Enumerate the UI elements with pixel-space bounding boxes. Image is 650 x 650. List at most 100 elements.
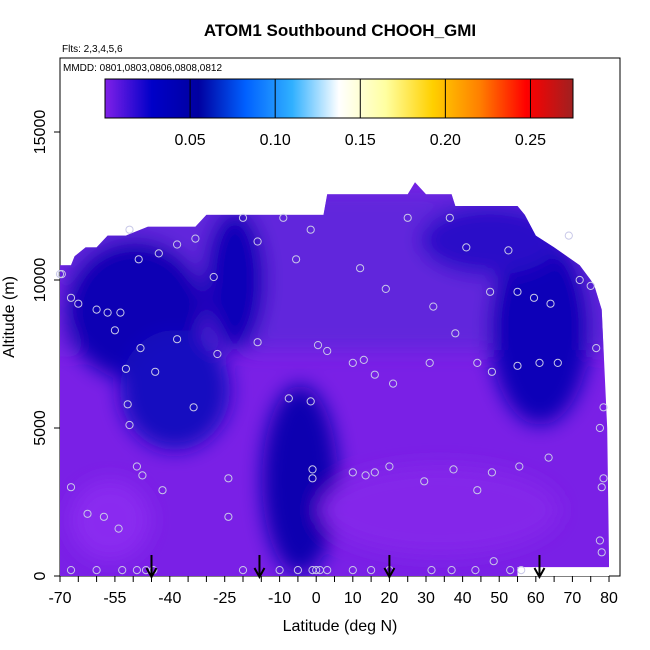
observation-point (293, 566, 302, 575)
observation-point (154, 249, 163, 258)
observation-point (103, 308, 112, 317)
x-axis: -70 -55 -40 -25 -10 0 10 20 30 40 50 60 70 80 (48, 576, 618, 607)
observation-point (356, 264, 365, 273)
observation-point (597, 483, 606, 492)
observation-point (66, 483, 76, 492)
observation-point (564, 231, 573, 240)
observation-point (449, 465, 458, 474)
observation-point (323, 346, 332, 356)
observation-point (348, 358, 357, 367)
observation-point (487, 367, 496, 376)
x-tick-label: -25 (213, 590, 236, 607)
x-tick-label: -40 (158, 590, 181, 607)
x-tick-label: 40 (454, 590, 472, 607)
y-tick-label: 0 (32, 571, 49, 580)
observation-point (74, 299, 83, 308)
x-tick-label: 70 (564, 590, 582, 607)
observation-point (292, 255, 301, 264)
heatmap-field (60, 182, 610, 576)
observation-point (445, 213, 454, 222)
colorbar-tick-label: 0.25 (515, 132, 546, 149)
observation-point (348, 468, 357, 477)
observation-point (284, 394, 293, 403)
observation-point (489, 557, 498, 566)
x-tick-label: 30 (417, 590, 435, 607)
flight-arrows (145, 555, 546, 580)
observation-point (553, 358, 562, 367)
observation-point (486, 287, 495, 296)
observation-point (118, 566, 127, 575)
observation-point (544, 453, 553, 462)
observation-point (420, 477, 429, 486)
observation-point (99, 512, 109, 521)
observation-point (308, 465, 317, 474)
observation-point (370, 370, 379, 379)
y-tick-label: 10000 (32, 258, 49, 303)
blob-top-right (420, 205, 560, 275)
observation-point (348, 566, 357, 575)
colorbar: 0.05 0.10 0.15 0.20 0.25 (104, 78, 574, 149)
observation-point (595, 536, 605, 545)
observation-point (83, 509, 92, 518)
observation-point (575, 275, 584, 285)
observation-point (253, 237, 262, 246)
flight-arrow (253, 555, 266, 580)
observation-point (462, 243, 471, 252)
observation-point (403, 213, 412, 222)
observation-point (513, 361, 522, 370)
observation-point (359, 355, 368, 364)
observation-point (385, 462, 394, 471)
observation-point (504, 246, 513, 255)
observation-points (55, 213, 608, 575)
observation-point (209, 272, 218, 282)
observation-point (535, 358, 544, 367)
heatmap-blobs (60, 190, 610, 575)
observation-point (592, 344, 601, 353)
observation-point (224, 474, 233, 483)
observation-point (429, 302, 438, 311)
x-axis-label: Latitude (deg N) (283, 618, 398, 635)
observation-point (595, 423, 605, 433)
observation-point (173, 240, 182, 249)
x-tick-label: -55 (103, 590, 126, 607)
x-tick-label: 60 (527, 590, 545, 607)
flight-arrow (533, 555, 546, 580)
observation-point (66, 293, 76, 302)
observation-point (275, 566, 284, 575)
observation-point (306, 225, 315, 234)
blob-left-mid (120, 330, 230, 450)
x-tick-label: -70 (48, 590, 71, 607)
observation-point (597, 548, 606, 557)
x-tick-label: 0 (312, 590, 321, 607)
observation-point (308, 474, 317, 483)
colorbar-tick-label: 0.15 (345, 132, 376, 149)
observation-point (114, 524, 123, 533)
observation-point (473, 358, 482, 367)
observation-point (213, 349, 222, 359)
plot-area: MMDD: 0801,0803,0806,0808,0812 0.05 0.10 0… (55, 57, 621, 580)
observation-point (599, 474, 608, 483)
colorbar-bar (104, 78, 574, 119)
observation-point (189, 403, 198, 412)
observation-point (313, 341, 323, 350)
observation-point (123, 400, 132, 409)
observation-point (238, 566, 248, 575)
observation-point (447, 566, 456, 575)
observation-point (517, 566, 526, 575)
observation-point (361, 471, 370, 480)
observation-point (451, 329, 460, 338)
observation-point (529, 293, 539, 302)
observation-point (134, 255, 143, 264)
observation-point (370, 468, 379, 477)
observation-point (238, 213, 248, 222)
blob-lower-left (70, 480, 150, 560)
observation-point (121, 364, 131, 373)
blob-upper-center (205, 210, 265, 350)
observation-point (151, 367, 160, 376)
blob-center-column (262, 385, 338, 575)
observation-point (279, 213, 288, 222)
flights-label: Flts: 2,3,4,5,6 (62, 44, 123, 55)
observation-point (158, 486, 167, 495)
observation-point (57, 270, 66, 279)
